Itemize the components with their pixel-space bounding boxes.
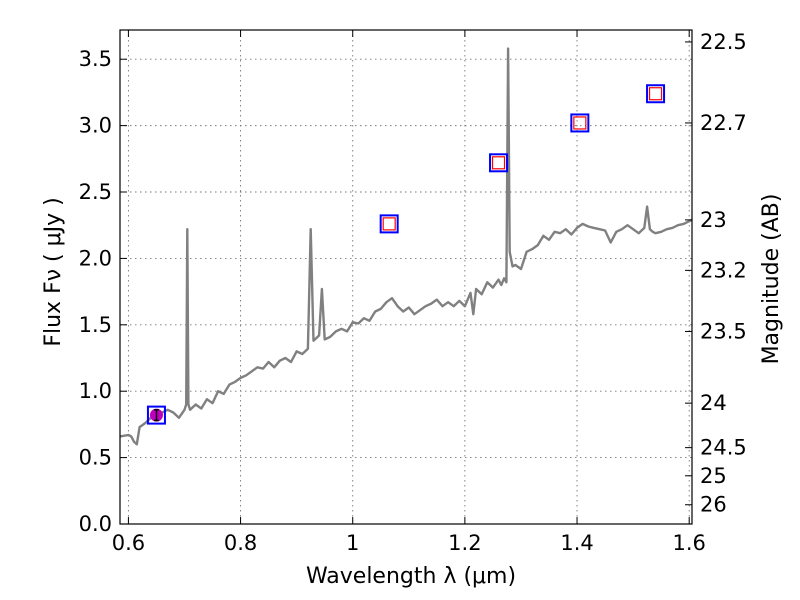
observed-flux-square <box>648 87 663 101</box>
right-tick-label: 23 <box>700 208 727 232</box>
model-flux-square <box>379 214 399 234</box>
y-tick-label: 3.5 <box>79 47 112 71</box>
x-tick-label: 1 <box>346 531 359 555</box>
right-tick-label: 25 <box>700 464 727 488</box>
right-tick-label: 22.7 <box>700 111 747 135</box>
y-tick-label: 2.0 <box>79 246 112 270</box>
x-tick-label: 0.8 <box>224 531 257 555</box>
x-axis-title: Wavelength λ (μm) <box>306 564 516 589</box>
right-tick-label: 23.2 <box>700 258 747 282</box>
x-tick-label: 1.6 <box>672 531 705 555</box>
model-flux-square <box>570 113 590 133</box>
y-tick-label: 2.5 <box>79 180 112 204</box>
x-tick-label: 0.6 <box>112 531 145 555</box>
right-axis-title: Magnitude (AB) <box>759 194 784 365</box>
y-tick-label: 3.0 <box>79 114 112 138</box>
observed-flux-square <box>382 217 396 231</box>
plot-frame <box>119 29 693 525</box>
y-tick-label: 0.5 <box>79 446 112 470</box>
y-axis-title: Flux Fν ( μJy ) <box>41 197 66 346</box>
right-tick-label: 24 <box>700 391 727 415</box>
observed-flux-square <box>573 116 587 130</box>
model-flux-square <box>646 84 666 104</box>
x-tick-label: 1.4 <box>560 531 593 555</box>
right-tick-label: 24.5 <box>700 436 747 460</box>
y-tick-label: 1.5 <box>79 313 112 337</box>
right-tick-label: 22.5 <box>700 30 747 54</box>
right-tick-label: 23.5 <box>700 319 747 343</box>
axis-ticks: 0.6 0.8 1 1.2 1.4 1.6 0.0 0.5 1.0 1.5 2.0 2.5 3.0 3.5… <box>79 30 747 555</box>
observed-flux-square <box>491 156 506 170</box>
model-flux-square <box>489 153 509 173</box>
model-flux-square <box>146 405 166 425</box>
y-tick-label: 0.0 <box>79 512 112 536</box>
spectrum-line <box>119 47 693 446</box>
x-tick-label: 1.2 <box>448 531 481 555</box>
grid <box>120 30 692 525</box>
photometry-points <box>146 84 666 425</box>
y-tick-label: 1.0 <box>79 379 112 403</box>
series-layer <box>119 47 693 446</box>
right-tick-label: 26 <box>700 493 727 517</box>
